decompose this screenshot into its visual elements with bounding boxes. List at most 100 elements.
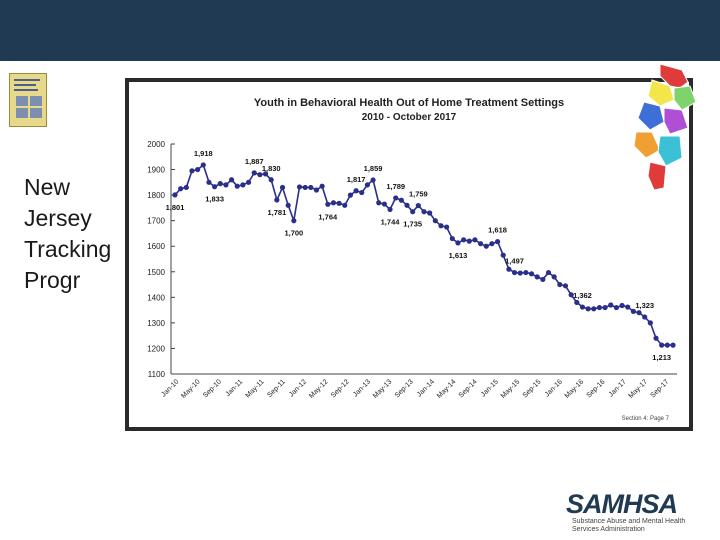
data-point: [285, 202, 291, 208]
data-point: [432, 218, 438, 224]
y-tick-label: 1800: [147, 191, 165, 200]
y-tick-label: 1600: [147, 242, 165, 251]
data-point: [387, 206, 393, 213]
data-point: [313, 187, 320, 193]
slide-title: New Jersey Tracking Progr: [24, 172, 134, 296]
y-tick-label: 1400: [147, 293, 165, 302]
data-point: [461, 237, 467, 243]
map-region: [647, 79, 675, 107]
y-tick-label: 1200: [147, 344, 165, 353]
y-tick-label: 1700: [147, 217, 165, 226]
data-label: 1,764: [318, 212, 338, 221]
y-tick-label: 1900: [147, 166, 165, 175]
map-region: [657, 135, 683, 167]
x-tick-label: Sep-17: [649, 378, 670, 399]
data-label: 1,613: [449, 251, 468, 260]
chart-title: Youth in Behavioral Health Out of Home T…: [254, 97, 564, 109]
data-point: [183, 184, 189, 191]
report-cover-icon: [9, 73, 47, 127]
data-point: [506, 266, 512, 272]
data-point: [251, 170, 257, 176]
x-tick-label: May-14: [436, 378, 458, 400]
x-tick-label: Sep-11: [266, 378, 287, 399]
data-point: [404, 202, 410, 208]
x-tick-label: Jan-10: [160, 378, 180, 398]
data-point: [200, 162, 206, 168]
chart-subtitle: 2010 - October 2017: [362, 112, 457, 123]
y-tick-label: 1500: [147, 268, 165, 277]
data-point: [398, 197, 404, 203]
data-point: [195, 166, 201, 173]
data-point: [653, 335, 659, 341]
data-point: [296, 184, 303, 190]
data-point: [228, 177, 235, 183]
data-point: [444, 224, 450, 230]
data-point: [234, 183, 240, 189]
x-tick-label: May-16: [564, 378, 586, 400]
data-point: [647, 320, 653, 326]
data-point: [664, 342, 670, 348]
data-point: [613, 304, 620, 311]
data-point: [642, 314, 648, 320]
x-tick-label: Jan-13: [352, 378, 372, 398]
map-region: [637, 101, 665, 131]
data-point: [500, 252, 506, 258]
data-label: 1,830: [262, 164, 281, 173]
data-point: [625, 304, 631, 310]
data-point: [410, 209, 416, 215]
x-tick-label: May-11: [245, 378, 266, 399]
x-tick-label: May-10: [180, 378, 202, 400]
data-point: [477, 241, 484, 247]
data-point: [353, 188, 359, 194]
data-point: [449, 235, 455, 242]
data-point: [206, 179, 212, 185]
data-label: 1,744: [381, 217, 401, 226]
data-point: [636, 310, 642, 316]
y-tick-label: 2000: [147, 140, 165, 149]
data-point: [262, 171, 269, 177]
data-point: [562, 283, 569, 289]
data-point: [336, 200, 342, 206]
data-point: [393, 195, 399, 201]
x-tick-label: May-17: [628, 378, 650, 400]
data-point: [455, 240, 461, 246]
data-point: [608, 302, 614, 308]
slide-title-line-4: Progr: [24, 267, 81, 293]
data-label: 1,618: [488, 226, 507, 235]
data-point: [494, 239, 501, 245]
data-point: [670, 342, 676, 348]
data-point: [602, 304, 608, 311]
x-tick-label: May-13: [372, 378, 394, 400]
data-point: [545, 269, 552, 276]
data-label: 1,497: [505, 257, 524, 266]
x-tick-label: Jan-11: [225, 378, 245, 398]
data-label: 1,801: [166, 203, 185, 212]
data-point: [534, 274, 540, 280]
data-label: 1,700: [284, 229, 303, 238]
x-tick-label: Jan-12: [288, 378, 308, 398]
data-point: [415, 202, 421, 209]
data-point: [659, 342, 665, 348]
data-point: [466, 238, 472, 244]
data-point: [342, 202, 348, 208]
data-point: [370, 177, 376, 183]
data-point: [579, 304, 586, 310]
data-point: [574, 299, 580, 306]
data-label: 1,213: [652, 353, 671, 362]
data-point: [319, 183, 325, 189]
x-tick-label: Sep-14: [458, 378, 479, 399]
data-point: [511, 269, 518, 276]
data-point: [523, 269, 529, 276]
map-region: [633, 131, 661, 159]
data-point: [596, 304, 603, 311]
data-point: [257, 172, 263, 178]
data-point: [427, 210, 433, 216]
data-point: [212, 184, 218, 190]
x-tick-label: Sep-12: [330, 378, 351, 399]
data-point: [585, 306, 591, 312]
data-point: [274, 197, 280, 203]
map-region: [663, 107, 689, 135]
data-point: [568, 292, 574, 298]
data-label: 1,887: [245, 157, 264, 166]
data-point: [217, 181, 223, 187]
